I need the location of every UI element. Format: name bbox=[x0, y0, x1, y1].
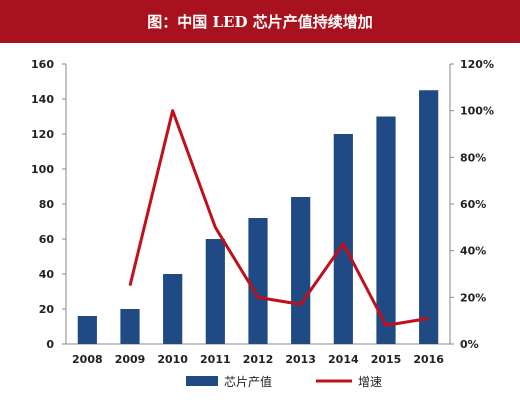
x-tick-label: 2010 bbox=[157, 353, 188, 366]
bar-series bbox=[77, 90, 439, 344]
bar bbox=[77, 316, 97, 344]
y-left-tick-label: 40 bbox=[39, 268, 55, 281]
line-series bbox=[128, 109, 429, 327]
y-right-tick-label: 100% bbox=[460, 105, 494, 118]
growth-line bbox=[128, 109, 429, 327]
y-right-tick-label: 40% bbox=[460, 245, 486, 258]
x-tick-label: 2008 bbox=[72, 353, 103, 366]
x-tick-label: 2015 bbox=[371, 353, 402, 366]
legend: 芯片产值 增速 bbox=[186, 374, 382, 389]
y-left-tick-label: 140 bbox=[31, 93, 54, 106]
chart-area: 2008 2009 2010 2011 2012 2013 2014 2015 2016 0 20… bbox=[31, 58, 494, 389]
x-tick-label: 2012 bbox=[243, 353, 274, 366]
bar bbox=[419, 90, 439, 344]
x-tick-label: 2011 bbox=[200, 353, 231, 366]
y-right-tick-labels: 0% 20% 40% 60% 80% 100% 120% bbox=[460, 58, 494, 351]
bar bbox=[376, 116, 396, 344]
y-left-tick-label: 120 bbox=[31, 128, 54, 141]
bar bbox=[291, 197, 311, 344]
y-right-tick-label: 20% bbox=[460, 291, 486, 304]
y-left-tick-label: 60 bbox=[39, 233, 55, 246]
legend-bar-label: 芯片产值 bbox=[224, 374, 272, 389]
x-tick-label: 2013 bbox=[285, 353, 316, 366]
y-right-tick-label: 120% bbox=[460, 58, 494, 71]
bar bbox=[163, 274, 183, 344]
x-tick-labels: 2008 2009 2010 2011 2012 2013 2014 2015 2016 bbox=[72, 353, 444, 366]
y-left-tick-label: 80 bbox=[39, 198, 55, 211]
x-tick-label: 2016 bbox=[413, 353, 444, 366]
y-right-tick-label: 80% bbox=[460, 151, 486, 164]
bar bbox=[248, 218, 268, 344]
y-left-tick-label: 0 bbox=[46, 338, 54, 351]
bar bbox=[120, 309, 140, 344]
legend-bar-swatch bbox=[186, 376, 218, 386]
x-tick-label: 2009 bbox=[115, 353, 146, 366]
bar bbox=[333, 134, 353, 344]
y-left-tick-label: 100 bbox=[31, 163, 54, 176]
chart-title: 图：中国 LED 芯片产值持续增加 bbox=[0, 0, 520, 43]
y-left-tick-label: 160 bbox=[31, 58, 54, 71]
y-right-tick-label: 0% bbox=[460, 338, 479, 351]
y-left-tick-label: 20 bbox=[39, 303, 55, 316]
y-right-tick-label: 60% bbox=[460, 198, 486, 211]
bar bbox=[205, 239, 225, 344]
legend-line-label: 增速 bbox=[358, 375, 382, 389]
x-tick-label: 2014 bbox=[328, 353, 359, 366]
y-left-tick-labels: 0 20 40 60 80 100 120 140 160 bbox=[31, 58, 54, 351]
